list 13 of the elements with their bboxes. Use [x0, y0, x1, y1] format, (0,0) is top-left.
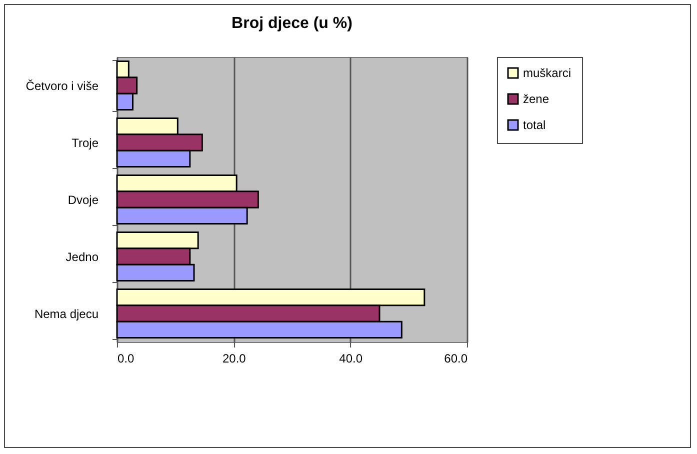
y-tick-label: Četvoro i više: [26, 79, 99, 93]
x-tick-label: 40.0: [339, 352, 363, 366]
legend-label: žene: [523, 92, 550, 106]
y-tick-label: Jedno: [66, 250, 99, 264]
x-tick-label: 60.0: [444, 352, 468, 366]
y-tick-label: Troje: [72, 136, 99, 150]
legend-label: muškarci: [523, 66, 572, 80]
y-tick-label: Nema djecu: [34, 307, 98, 321]
legend-label: total: [523, 118, 546, 132]
y-tick-label: Dvoje: [68, 193, 99, 207]
x-tick-label: 0.0: [118, 352, 135, 366]
x-tick-label: 20.0: [222, 352, 246, 366]
chart-title: Broj djece (u %): [232, 15, 352, 32]
